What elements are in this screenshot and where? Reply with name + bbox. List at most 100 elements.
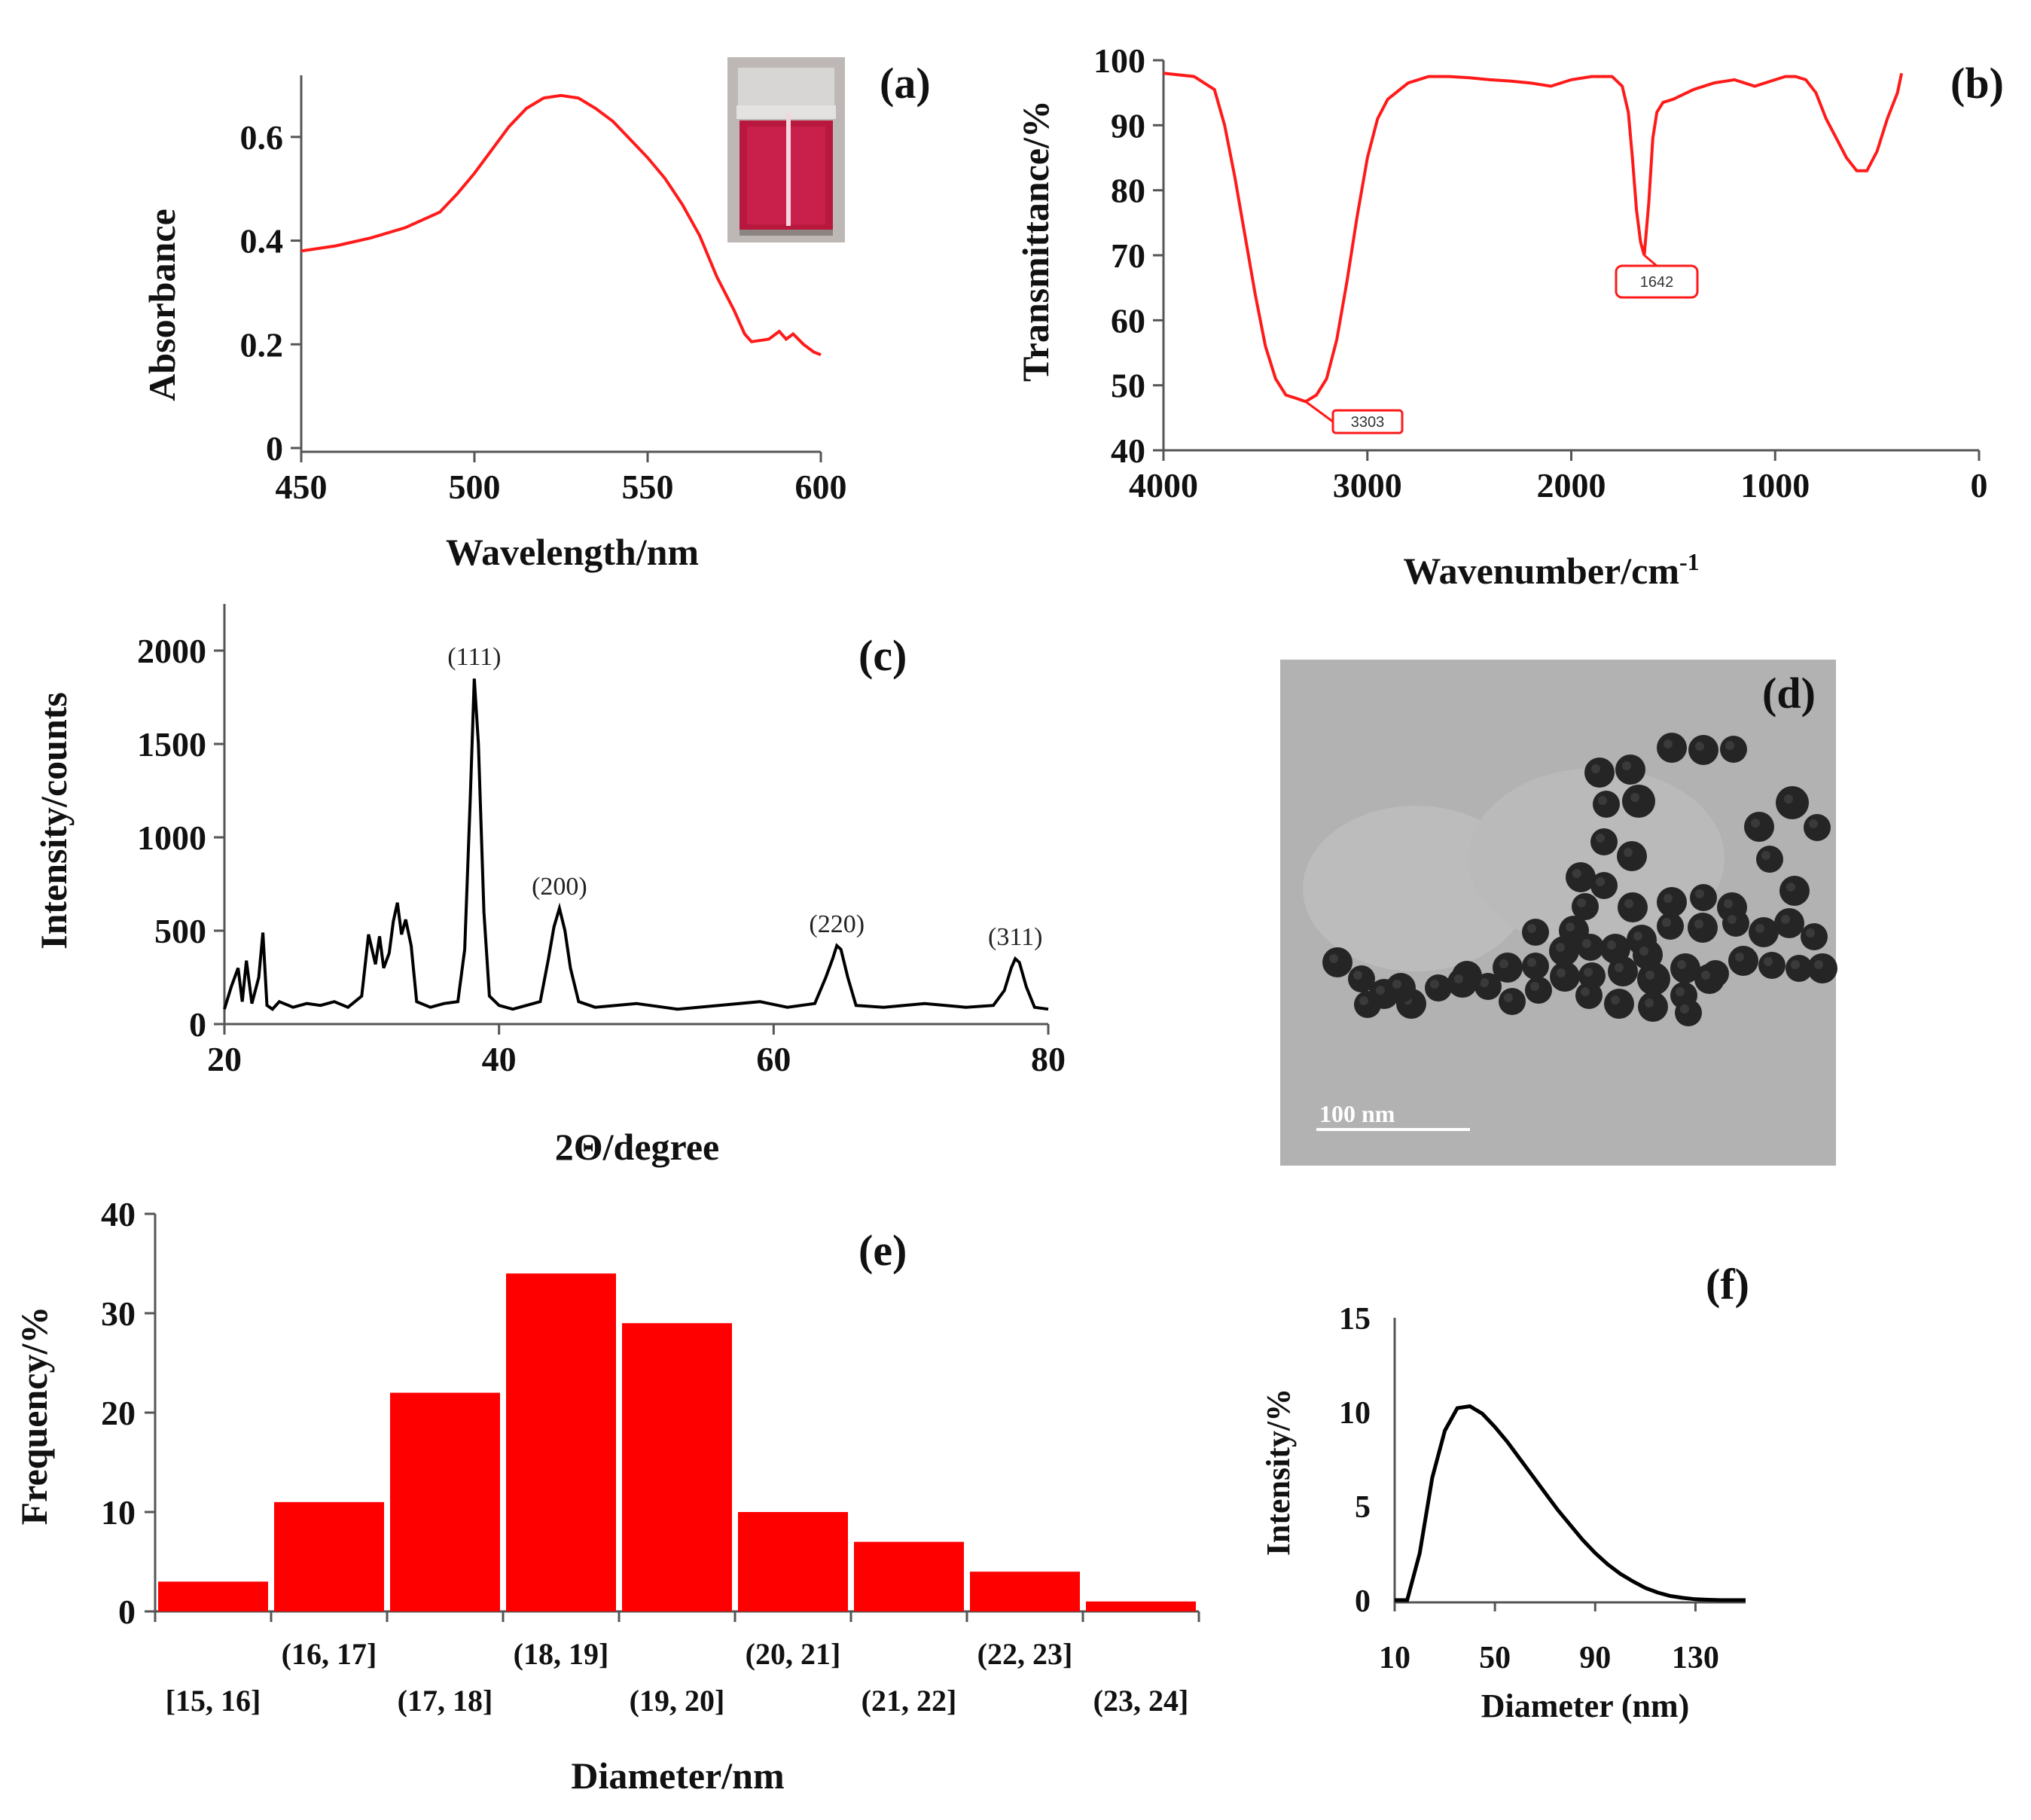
- e-histogram-bar: [970, 1572, 1080, 1611]
- d-nanoparticle: [1425, 974, 1452, 1001]
- panel-b-ftir-chart: 4000 3000 2000 1000 0 40 50 60 70 80 90 100 3303 16…: [1014, 41, 2004, 592]
- d-nanoparticle: [1522, 919, 1549, 946]
- a-y-tick-label: 0.4: [240, 222, 284, 261]
- d-nanoparticle-highlight: [1598, 796, 1607, 805]
- e-histogram-bar: [738, 1512, 848, 1611]
- d-nanoparticle: [1720, 736, 1747, 763]
- d-nanoparticle-highlight: [1353, 971, 1362, 980]
- e-histogram-bar: [506, 1273, 616, 1611]
- a-inset-vial-photo: [727, 57, 845, 242]
- d-nanoparticle-highlight: [1728, 915, 1737, 924]
- d-nanoparticle-highlight: [1701, 971, 1710, 980]
- d-nanoparticle: [1728, 946, 1758, 976]
- panel-e-size-histogram: [15, 16] (16, 17] (17, 18] (18, 19] (19, 20]…: [13, 1195, 1200, 1797]
- b-x-tick-label: 2000: [1537, 466, 1606, 505]
- a-x-axis-title: Wavelength/nm: [446, 531, 699, 573]
- a-x-tick-label: 550: [622, 468, 674, 506]
- d-nanoparticle-highlight: [1329, 954, 1338, 963]
- d-nanoparticle: [1322, 947, 1352, 977]
- d-nanoparticle-highlight: [1755, 924, 1764, 933]
- d-nanoparticle-highlight: [1359, 996, 1368, 1005]
- c-y-axis-title: Intensity/counts: [32, 692, 75, 950]
- e-histogram-bar: [1086, 1601, 1196, 1611]
- d-nanoparticle-highlight: [1454, 974, 1463, 983]
- d-nanoparticle: [1575, 982, 1603, 1009]
- d-nanoparticle: [1593, 791, 1620, 818]
- d-nanoparticle-highlight: [1761, 851, 1770, 860]
- f-y-tick-label: 15: [1339, 1302, 1371, 1337]
- d-nanoparticle-highlight: [1791, 960, 1800, 969]
- b-x-axis-title-main: Wavenumber/cm: [1403, 550, 1679, 592]
- d-nanoparticle-highlight: [1639, 947, 1648, 956]
- d-nanoparticle-highlight: [1814, 960, 1823, 969]
- d-nanoparticle-highlight: [1557, 968, 1566, 977]
- f-x-tick-label: 130: [1672, 1641, 1719, 1675]
- e-category-label: (16, 17]: [282, 1637, 377, 1671]
- d-nanoparticle-highlight: [1664, 739, 1673, 748]
- c-x-tick-label: 60: [756, 1040, 791, 1078]
- d-nanoparticle-highlight: [1680, 1005, 1689, 1014]
- d-nanoparticle-highlight: [1784, 794, 1793, 803]
- c-peak-label: (111): [447, 643, 501, 671]
- d-nanoparticle-highlight: [1695, 742, 1704, 751]
- b-x-tick-label: 0: [1971, 466, 1988, 505]
- b-y-axis-title: Transmittance/%: [1014, 100, 1057, 382]
- b-panel-label: (b): [1950, 59, 2004, 108]
- d-nanoparticle: [1722, 910, 1749, 937]
- f-x-axis-title: Diameter (nm): [1481, 1687, 1690, 1724]
- d-nanoparticle: [1637, 962, 1670, 995]
- d-nanoparticle: [1690, 884, 1717, 911]
- d-nanoparticle-highlight: [1615, 963, 1624, 972]
- e-category-label: (22, 23]: [977, 1637, 1073, 1671]
- b-y-tick-label: 60: [1111, 301, 1145, 340]
- d-nanoparticle: [1776, 786, 1809, 819]
- d-nanoparticle-highlight: [1622, 761, 1631, 770]
- d-nanoparticle: [1801, 923, 1828, 950]
- b-transmittance-line: [1163, 72, 1904, 404]
- c-y-tick-label: 2000: [137, 632, 206, 670]
- c-y-tick-label: 0: [189, 1005, 206, 1044]
- b-y-tick-label: 100: [1093, 41, 1145, 80]
- d-nanoparticle-highlight: [1582, 939, 1591, 948]
- e-category-label: [15, 16]: [166, 1684, 261, 1718]
- e-y-tick-label: 20: [101, 1394, 136, 1432]
- d-nanoparticle: [1670, 953, 1700, 983]
- d-nanoparticle-highlight: [1695, 889, 1704, 898]
- f-x-tick-label: 50: [1479, 1641, 1511, 1675]
- e-histogram-bar: [274, 1501, 384, 1611]
- d-nanoparticle-highlight: [1676, 987, 1685, 996]
- d-nanoparticle: [1590, 872, 1618, 899]
- d-nanoparticle-highlight: [1633, 931, 1642, 940]
- d-nanoparticle: [1744, 812, 1774, 842]
- a-y-axis-title: Absorbance: [141, 209, 183, 401]
- d-nanoparticle-highlight: [1645, 998, 1654, 1008]
- a-y-tick-label: 0.2: [240, 325, 284, 364]
- f-y-axis-title: Intensity/%: [1260, 1389, 1297, 1556]
- c-xrd-pattern-line: [223, 678, 1049, 1011]
- b-x-tick-label: 4000: [1129, 466, 1198, 505]
- c-x-tick-label: 20: [207, 1040, 242, 1078]
- e-histogram-bar: [622, 1323, 732, 1611]
- d-nanoparticle: [1584, 758, 1615, 788]
- d-nanoparticle-highlight: [1566, 922, 1575, 931]
- c-x-tick-label: 40: [482, 1040, 517, 1078]
- c-peak-label: (200): [532, 873, 587, 901]
- f-y-tick-label: 5: [1355, 1490, 1371, 1525]
- d-nanoparticle-highlight: [1376, 986, 1385, 995]
- c-y-tick-label: 500: [154, 912, 206, 950]
- d-nanoparticle: [1779, 876, 1810, 906]
- a-absorbance-line: [300, 93, 822, 356]
- panel-f-dls-chart: 10 50 90 130 0 5 10 15 Intensity/% Diameter (nm…: [1260, 1260, 1749, 1724]
- d-nanoparticle: [1657, 887, 1687, 917]
- d-nanoparticle: [1577, 934, 1604, 961]
- d-nanoparticle-highlight: [1781, 915, 1790, 924]
- d-nanoparticle-highlight: [1584, 968, 1593, 977]
- e-histogram-bar: [158, 1581, 268, 1611]
- d-nanoparticle: [1354, 991, 1381, 1018]
- d-nanoparticle: [1694, 964, 1725, 994]
- e-y-tick-label: 0: [118, 1593, 136, 1631]
- a-y-tick-label: 0.6: [240, 118, 284, 157]
- c-y-tick-label: 1000: [137, 819, 206, 857]
- d-nanoparticle-highlight: [1596, 877, 1605, 886]
- e-category-label: (23, 24]: [1093, 1684, 1189, 1718]
